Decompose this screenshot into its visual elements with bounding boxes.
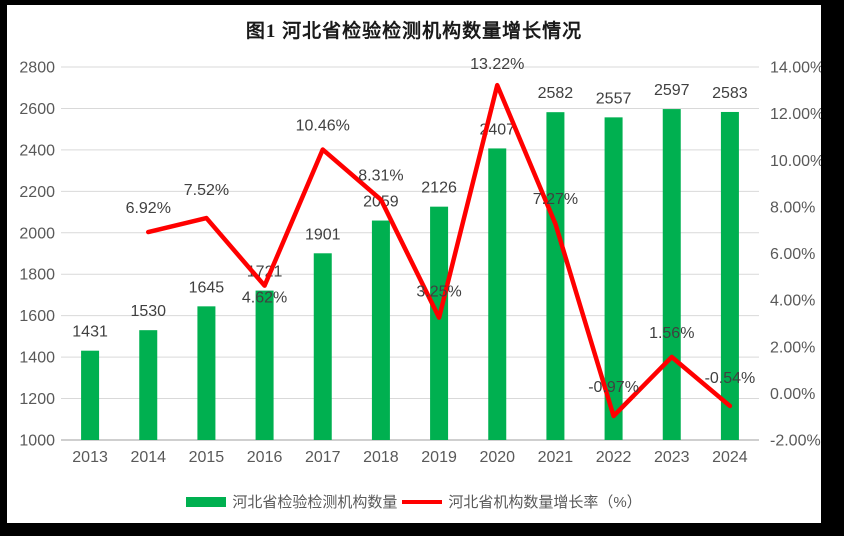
y-axis-right-tick-label: 0.00%: [770, 386, 815, 403]
y-axis-left-tick-label: 2400: [19, 142, 55, 159]
y-axis-left-tick-label: 1800: [19, 267, 55, 284]
bar-2018: [371, 220, 390, 440]
x-axis-tick-label: 2019: [421, 449, 457, 466]
bar-2020: [488, 148, 507, 440]
legend-label-bars: 河北省检验检测机构数量: [232, 494, 398, 511]
y-axis-right-tick-label: 14.00%: [770, 60, 821, 77]
y-axis-left-tick-label: 1000: [19, 433, 55, 450]
line-value-label: 8.31%: [358, 168, 403, 185]
y-axis-left-tick-label: 2000: [19, 225, 55, 242]
bar-series-swatch-icon: [186, 496, 227, 507]
x-axis-tick-label: 2023: [654, 449, 690, 466]
y-axis-right-tick-label: 4.00%: [770, 293, 815, 310]
bar-value-label: 2582: [538, 85, 574, 102]
legend-item-bars: 河北省检验检测机构数量: [186, 491, 397, 512]
y-axis-right-tick-label: 10.00%: [770, 153, 821, 170]
line-value-label: 6.92%: [126, 200, 171, 217]
line-value-label: 13.22%: [470, 56, 524, 73]
y-axis-right-tick-label: 6.00%: [770, 246, 815, 263]
bar-2024: [720, 111, 739, 440]
bar-value-label: 1431: [72, 324, 108, 341]
x-axis-tick-label: 2016: [247, 449, 283, 466]
bar-2022: [604, 117, 623, 440]
x-axis-tick-label: 2014: [130, 449, 166, 466]
y-axis-left-tick-label: 1200: [19, 391, 55, 408]
bar-2014: [139, 330, 158, 440]
y-axis-left-tick-label: 1600: [19, 308, 55, 325]
bar-value-label: 1645: [189, 279, 225, 296]
legend-item-line: 河北省机构数量增长率（%）: [402, 491, 642, 512]
line-value-label: 7.27%: [533, 191, 578, 208]
line-value-label: 10.46%: [296, 118, 350, 135]
bar-2015: [197, 306, 216, 440]
x-axis-tick-label: 2017: [305, 449, 341, 466]
chart-canvas: 图1 河北省检验检测机构数量增长情况 1000 1200 1400 1600 1800 2…: [7, 5, 821, 523]
x-axis-tick-label: 2022: [596, 449, 632, 466]
bar-value-label: 1901: [305, 226, 341, 243]
line-value-label: 1.56%: [649, 325, 694, 342]
line-value-label: -0.54%: [705, 370, 756, 387]
y-axis-right-tick-label: 8.00%: [770, 199, 815, 216]
bar-2023: [662, 109, 681, 441]
x-axis-tick-label: 2013: [72, 449, 108, 466]
y-axis-left-tick-label: 2200: [19, 184, 55, 201]
bar-2021: [546, 112, 565, 441]
y-axis-left-tick-label: 2800: [19, 60, 55, 77]
bar-2013: [81, 350, 100, 440]
bar-value-label: 2557: [596, 90, 632, 107]
line-value-label: -0.97%: [588, 379, 639, 396]
chart-title: 图1 河北省检验检测机构数量增长情况: [245, 21, 583, 42]
x-axis-tick-label: 2024: [712, 449, 748, 466]
legend-label-line: 河北省机构数量增长率（%）: [448, 494, 642, 511]
legend: 河北省检验检测机构数量 河北省机构数量增长率（%）: [7, 491, 821, 512]
bar-2019: [430, 206, 449, 440]
line-value-label: 3.25%: [416, 284, 461, 301]
bar-value-label: 2126: [421, 180, 457, 197]
bar-2016: [255, 290, 274, 440]
line-series-swatch-icon: [402, 499, 443, 504]
y-axis-right-tick-label: 12.00%: [770, 106, 821, 123]
combo-chart-plot: 1000 1200 1400 1600 1800 2000 2200 2400 2600 2800…: [19, 56, 821, 466]
line-value-label: 4.62%: [242, 290, 287, 307]
x-axis-tick-label: 2015: [189, 449, 225, 466]
x-axis-tick-label: 2020: [479, 449, 515, 466]
y-axis-left-tick-label: 1400: [19, 350, 55, 367]
y-axis-right-tick-label: -2.00%: [770, 433, 821, 450]
y-axis-left-tick-label: 2600: [19, 101, 55, 118]
x-axis-tick-label: 2021: [538, 449, 574, 466]
y-axis-right-tick-label: 2.00%: [770, 339, 815, 356]
x-axis-tick-label: 2018: [363, 449, 399, 466]
bar-value-label: 1530: [130, 303, 166, 320]
growth-rate-line: [146, 82, 733, 419]
line-value-label: 7.52%: [184, 182, 229, 199]
bar-2017: [313, 253, 332, 440]
bar-value-label: 2597: [654, 82, 690, 99]
bar-value-label: 2583: [712, 85, 748, 102]
